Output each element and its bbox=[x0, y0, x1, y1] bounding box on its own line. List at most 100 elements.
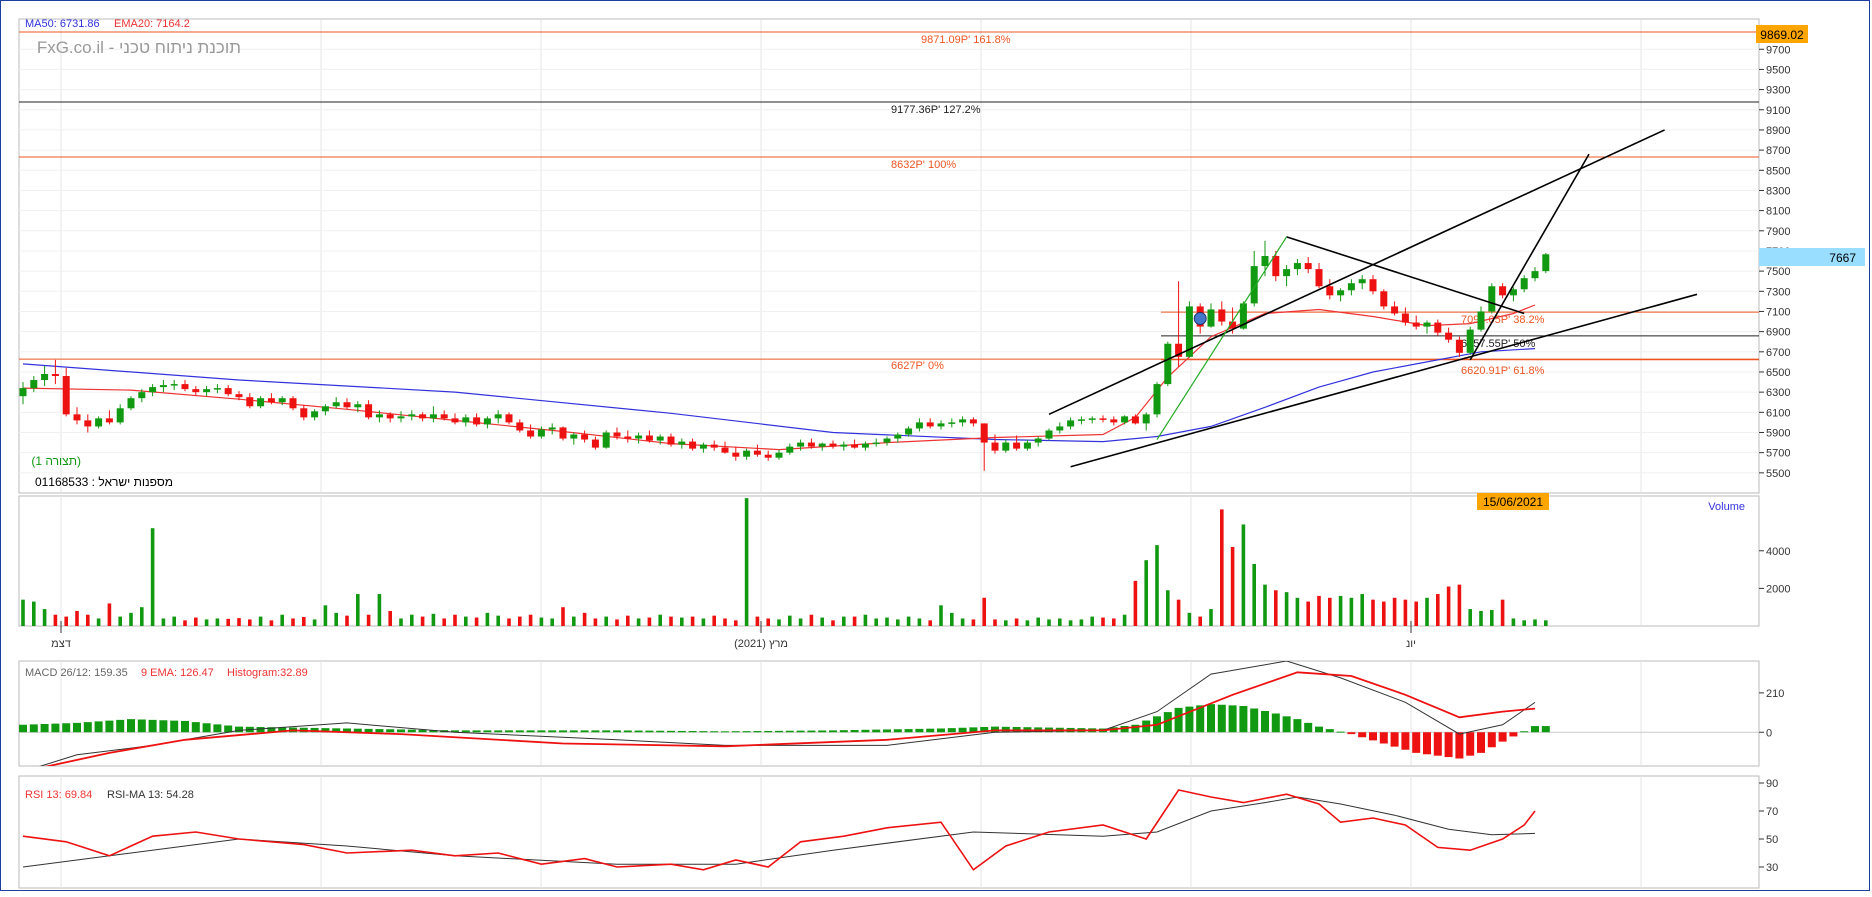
volume-bar bbox=[215, 618, 220, 626]
volume-bar bbox=[96, 618, 101, 626]
candle-body bbox=[1326, 286, 1334, 296]
volume-bar bbox=[194, 617, 198, 626]
macd-signal-legend: 9 EMA: 126.47 bbox=[141, 667, 214, 679]
macd-histogram-bar bbox=[505, 730, 513, 733]
volume-bar bbox=[172, 616, 176, 626]
volume-bar bbox=[226, 618, 230, 626]
candle-body bbox=[1412, 322, 1420, 327]
candle-body bbox=[570, 434, 578, 439]
macd-histogram-bar bbox=[580, 730, 589, 733]
macd-histogram-bar bbox=[29, 724, 38, 733]
candle-body bbox=[1077, 419, 1085, 421]
volume-bar bbox=[993, 619, 997, 626]
candle-body bbox=[775, 452, 783, 458]
macd-legend: MACD 26/12: 159.35 bbox=[25, 667, 128, 679]
price-tick-label: 9100 bbox=[1766, 105, 1790, 117]
macd-histogram-bar bbox=[958, 727, 967, 733]
volume-bar bbox=[928, 620, 932, 626]
volume-bar bbox=[431, 613, 436, 626]
macd-histogram-bar bbox=[397, 729, 405, 733]
candle-body bbox=[1142, 414, 1150, 424]
volume-bar bbox=[820, 617, 824, 626]
svg-text:9869.02: 9869.02 bbox=[1760, 28, 1804, 42]
volume-bar bbox=[474, 617, 479, 626]
volume-bar bbox=[356, 594, 360, 626]
price-tick-label: 7300 bbox=[1766, 286, 1790, 298]
site-title: FxG.co.il - תוכנת ניתוח טכני bbox=[37, 38, 241, 57]
volume-bar bbox=[874, 618, 878, 626]
macd-histogram-bar bbox=[148, 719, 157, 733]
volume-bar bbox=[755, 616, 760, 626]
volume-bar bbox=[1058, 618, 1062, 626]
macd-histogram-bar bbox=[1271, 713, 1280, 733]
volume-bar bbox=[582, 612, 587, 626]
volume-bar bbox=[334, 612, 338, 626]
price-tick-label: 6500 bbox=[1766, 367, 1790, 379]
price-level-label: 6857.55P' 50% bbox=[1461, 338, 1535, 350]
last-price-badge: 7667 bbox=[1759, 248, 1865, 266]
macd-histogram-bar bbox=[1498, 732, 1507, 742]
chart-caption: (תצורה 1) bbox=[31, 454, 81, 468]
volume-bar bbox=[1090, 616, 1094, 626]
candle-body bbox=[1542, 254, 1550, 272]
time-tick-label: יונ bbox=[1406, 638, 1416, 650]
volume-bar bbox=[140, 607, 144, 626]
candle-body bbox=[883, 438, 891, 443]
candle-body bbox=[1499, 286, 1507, 296]
volume-bar bbox=[1047, 619, 1051, 626]
volume-bar bbox=[1220, 509, 1224, 626]
price-panel bbox=[18, 18, 1760, 494]
trendlines[interactable] bbox=[1048, 129, 1698, 468]
candle-body bbox=[602, 432, 610, 448]
candle-body bbox=[1509, 289, 1517, 296]
candle-body bbox=[721, 447, 729, 453]
candle-body bbox=[451, 418, 459, 423]
macd-histogram-bar bbox=[1261, 711, 1269, 733]
volume-bar bbox=[518, 616, 522, 626]
macd-histogram-bar bbox=[1282, 716, 1291, 733]
macd-histogram-bar bbox=[1520, 731, 1529, 733]
candle-body bbox=[753, 450, 761, 455]
candle-body bbox=[473, 417, 481, 425]
candle-body bbox=[419, 414, 427, 419]
macd-histogram-bar bbox=[494, 730, 503, 733]
time-tick-label: דצמ bbox=[51, 638, 71, 650]
volume-bar bbox=[744, 498, 749, 626]
price-level-label: 6620.91P' 61.8% bbox=[1461, 365, 1545, 377]
macd-histogram-bar bbox=[1433, 732, 1442, 756]
candle-body bbox=[127, 398, 135, 409]
candle-body bbox=[354, 404, 362, 408]
candle-body bbox=[149, 387, 157, 393]
macd-histogram-bar bbox=[1185, 706, 1194, 733]
volume-bar bbox=[734, 620, 738, 626]
candle-body bbox=[645, 435, 653, 441]
candle-body bbox=[667, 436, 675, 445]
volume-bar bbox=[669, 616, 673, 626]
macd-histogram-bar bbox=[181, 721, 189, 733]
macd-histogram-bar bbox=[62, 723, 71, 733]
volume-bar bbox=[129, 612, 133, 626]
candle-body bbox=[462, 417, 470, 423]
volume-bar bbox=[842, 616, 846, 626]
macd-histogram-bar bbox=[191, 722, 200, 733]
candle-body bbox=[429, 414, 437, 419]
macd-histogram-bar bbox=[731, 731, 740, 733]
macd-histogram-bar bbox=[775, 730, 783, 733]
candle-body bbox=[257, 398, 265, 407]
candle-body bbox=[1358, 279, 1366, 284]
macd-histogram-legend: Histogram:32.89 bbox=[227, 667, 308, 679]
volume-bar bbox=[248, 619, 252, 626]
volume-bar bbox=[766, 618, 770, 626]
price-tick-label: 8900 bbox=[1766, 125, 1790, 137]
macd-histogram-bar bbox=[613, 730, 621, 733]
time-tick-label: מרץ (2021) bbox=[734, 638, 788, 650]
volume-bar bbox=[345, 615, 349, 626]
macd-histogram-bar bbox=[883, 729, 891, 733]
volume-bar bbox=[485, 612, 490, 626]
candle-body bbox=[969, 419, 977, 424]
candle-body bbox=[1099, 418, 1107, 420]
volume-bar bbox=[1414, 601, 1418, 626]
candle-body bbox=[1347, 283, 1355, 291]
